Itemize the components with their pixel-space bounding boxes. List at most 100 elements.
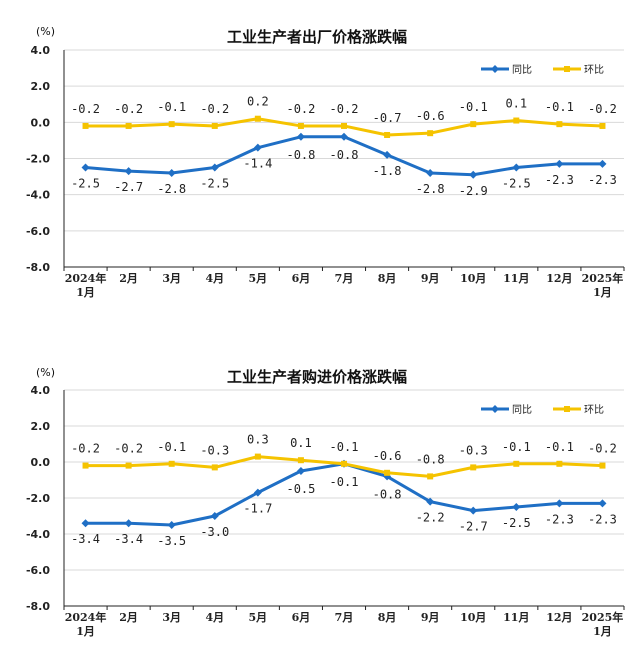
x-tick-label: 3月	[162, 611, 181, 624]
data-point-mom	[384, 469, 391, 476]
data-label-yoy: -0.8	[373, 487, 402, 501]
legend-label-yoy: 同比	[512, 64, 532, 76]
data-label-yoy: -3.4	[114, 532, 143, 546]
data-point-yoy	[210, 163, 219, 172]
x-tick-label-line2: 1月	[76, 625, 95, 638]
data-label-mom: -0.2	[71, 442, 100, 456]
data-label-yoy: -2.7	[459, 520, 488, 534]
x-tick-label-line2: 1月	[593, 625, 612, 638]
data-label-mom: -0.3	[200, 443, 229, 457]
data-point-mom	[211, 122, 218, 129]
x-tick-label: 5月	[249, 611, 268, 624]
data-point-mom	[297, 457, 304, 464]
y-tick-label: 4.0	[31, 384, 51, 397]
y-tick-label: 0.0	[31, 456, 51, 469]
x-tick-label: 2月	[119, 611, 138, 624]
legend-label-mom: 环比	[584, 64, 604, 76]
data-point-yoy	[210, 512, 219, 520]
data-label-mom: -0.2	[588, 102, 617, 116]
data-label-yoy: -2.8	[416, 182, 445, 196]
data-point-mom	[513, 460, 520, 467]
x-tick-label: 4月	[205, 611, 224, 624]
data-label-mom: -0.2	[71, 102, 100, 116]
y-tick-label: -6.0	[26, 225, 50, 238]
y-axis-unit: (%)	[36, 366, 55, 379]
y-tick-label: -8.0	[26, 261, 50, 274]
data-label-yoy: -0.8	[286, 148, 315, 162]
legend-marker-yoy	[491, 65, 499, 73]
y-tick-label: -2.0	[26, 492, 50, 505]
y-tick-label: -4.0	[26, 189, 50, 202]
chart-title: 工业生产者出厂价格涨跌幅	[227, 28, 407, 46]
data-label-yoy: -2.5	[502, 177, 531, 191]
data-point-mom	[168, 460, 175, 467]
data-point-yoy	[124, 167, 133, 176]
data-label-mom: -0.6	[416, 109, 445, 123]
data-point-yoy	[340, 132, 348, 141]
data-label-mom: -0.7	[373, 111, 402, 125]
legend-label-mom: 环比	[584, 404, 604, 416]
y-tick-label: 2.0	[31, 420, 51, 433]
data-point-mom	[599, 462, 606, 469]
x-tick-label-line2: 1月	[593, 286, 612, 299]
data-point-mom	[470, 121, 477, 128]
data-point-yoy	[167, 168, 176, 177]
data-point-mom	[254, 453, 261, 460]
data-label-yoy: -2.5	[71, 177, 100, 191]
data-point-mom	[82, 122, 89, 129]
data-label-mom: -0.1	[157, 440, 186, 454]
x-tick-label: 7月	[335, 611, 354, 624]
data-label-yoy: -0.1	[330, 475, 359, 489]
data-point-mom	[556, 460, 563, 467]
data-label-mom: -0.1	[157, 100, 186, 114]
data-point-yoy	[81, 163, 90, 172]
y-tick-label: 2.0	[31, 80, 51, 93]
y-tick-label: -6.0	[26, 564, 50, 577]
legend-marker-mom	[564, 66, 570, 72]
data-label-yoy: -2.8	[157, 182, 186, 196]
data-label-mom: -0.1	[459, 100, 488, 114]
x-tick-label: 5月	[249, 272, 268, 285]
data-label-mom: -0.1	[545, 440, 574, 454]
x-tick-label: 2024年	[65, 610, 107, 624]
data-label-mom: -0.1	[545, 100, 574, 114]
x-tick-label: 9月	[421, 611, 440, 624]
data-point-mom	[384, 131, 391, 138]
chart-1: 工业生产者出厂价格涨跌幅 (%) 4.0 2.0 0.0 -2.0 -4.0 -6.0 -8.0…	[26, 25, 625, 299]
y-tick-label: -4.0	[26, 528, 50, 541]
data-point-yoy	[512, 503, 521, 511]
legend-label-yoy: 同比	[512, 404, 532, 416]
data-label-yoy: -2.2	[416, 511, 445, 525]
data-label-yoy: -0.5	[286, 482, 315, 496]
data-point-yoy	[469, 170, 478, 179]
data-label-yoy: -1.8	[373, 164, 402, 178]
x-tick-label: 7月	[335, 272, 354, 285]
data-point-yoy	[555, 159, 564, 168]
data-label-mom: -0.2	[588, 442, 617, 456]
data-label-yoy: -1.4	[243, 157, 272, 171]
data-label-yoy: -2.3	[588, 173, 617, 187]
x-tick-label: 2月	[119, 272, 138, 285]
data-point-yoy	[253, 143, 262, 152]
x-tick-label: 2024年	[65, 271, 107, 285]
data-point-mom	[82, 462, 89, 469]
data-label-mom: -0.2	[330, 102, 359, 116]
x-tick-label: 11月	[503, 272, 529, 285]
data-label-mom: -0.8	[416, 452, 445, 466]
data-point-mom	[513, 117, 520, 124]
data-label-mom: -0.1	[330, 440, 359, 454]
x-tick-label: 6月	[292, 611, 311, 624]
data-point-mom	[297, 122, 304, 129]
data-label-yoy: -0.8	[330, 148, 359, 162]
data-label-yoy: -2.5	[200, 177, 229, 191]
x-tick-label: 8月	[378, 272, 397, 285]
x-tick-label: 11月	[503, 611, 529, 624]
data-point-mom	[427, 473, 434, 480]
data-label-mom: 0.3	[247, 433, 269, 447]
data-point-yoy	[124, 519, 133, 528]
data-label-mom: -0.2	[286, 102, 315, 116]
data-point-yoy	[253, 488, 262, 497]
data-point-yoy	[81, 519, 90, 528]
data-point-yoy	[469, 506, 478, 515]
data-point-mom	[341, 122, 347, 129]
